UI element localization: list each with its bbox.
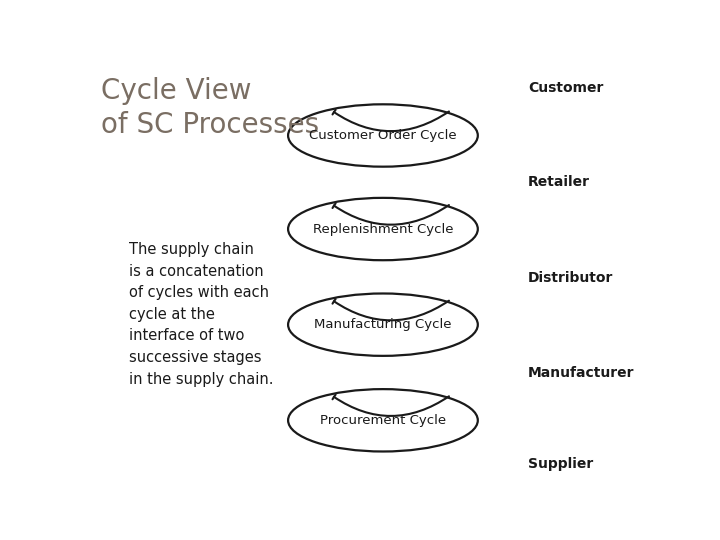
Text: Procurement Cycle: Procurement Cycle <box>320 414 446 427</box>
Text: Manufacturer: Manufacturer <box>528 366 634 380</box>
Text: Cycle View
of SC Processes: Cycle View of SC Processes <box>101 77 319 139</box>
Text: Replenishment Cycle: Replenishment Cycle <box>312 222 453 235</box>
Text: Manufacturing Cycle: Manufacturing Cycle <box>314 318 451 331</box>
Text: Customer: Customer <box>528 80 603 94</box>
Text: The supply chain
is a concatenation
of cycles with each
cycle at the
interface o: The supply chain is a concatenation of c… <box>129 242 274 387</box>
Text: Retailer: Retailer <box>528 175 590 189</box>
Text: Supplier: Supplier <box>528 457 593 471</box>
Text: Customer Order Cycle: Customer Order Cycle <box>309 129 456 142</box>
Text: Distributor: Distributor <box>528 271 613 285</box>
